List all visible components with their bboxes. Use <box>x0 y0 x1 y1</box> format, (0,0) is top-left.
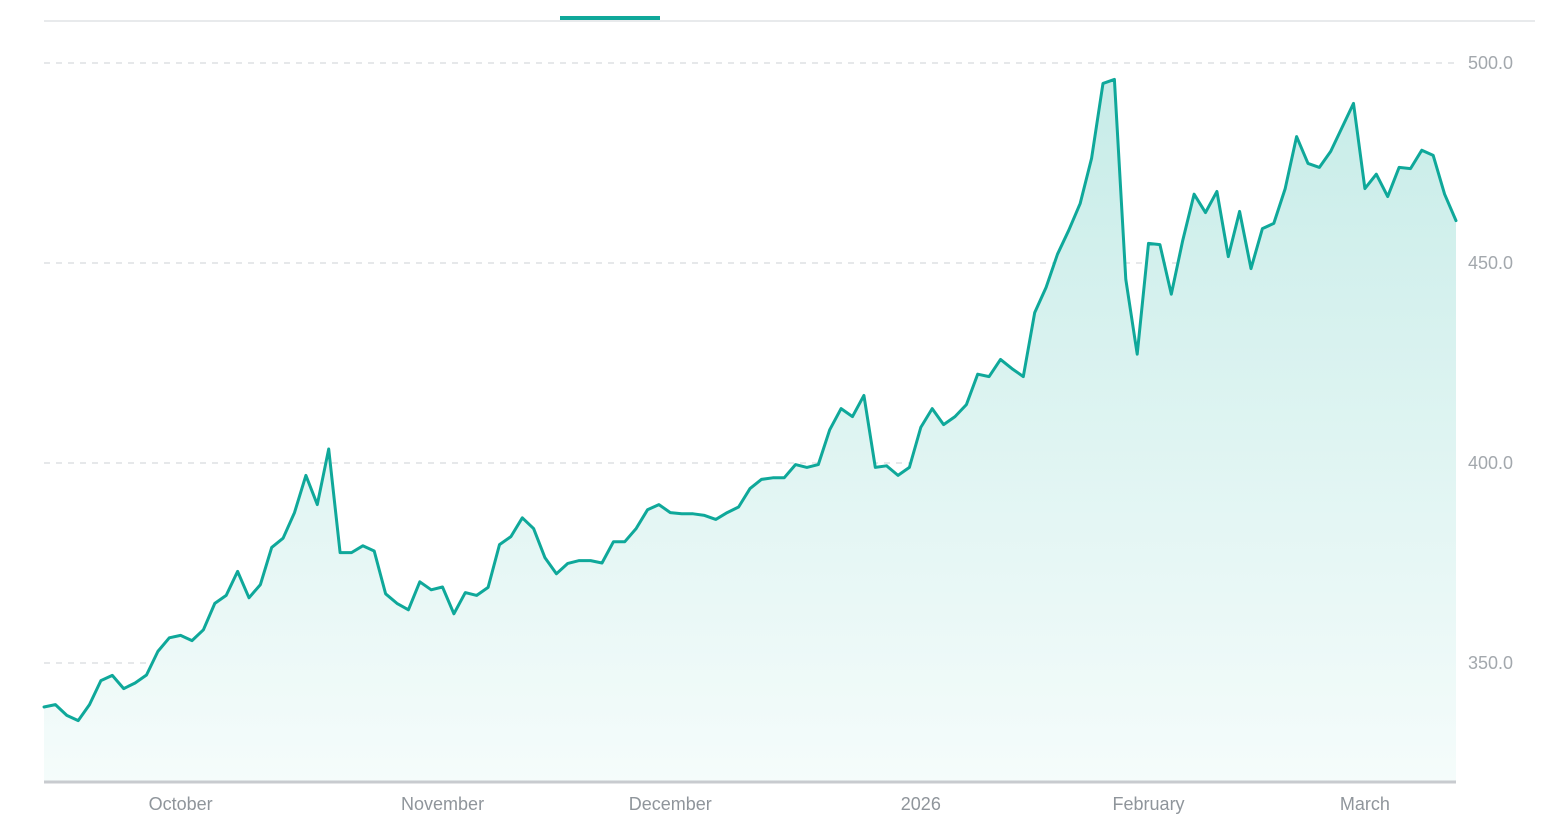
price-area-fill <box>44 79 1456 782</box>
price-series-line <box>42 77 1458 723</box>
x-tick-label: November <box>401 794 484 814</box>
y-tick-label: 400.0 <box>1468 453 1513 473</box>
active-tab-indicator <box>560 16 660 20</box>
x-tick-label: October <box>149 794 213 814</box>
y-axis-ticks: 350.0 400.0 450.0 500.0 <box>1468 53 1513 673</box>
x-axis-ticks: October November December 2026 February March <box>149 794 1390 814</box>
x-tick-label: December <box>629 794 712 814</box>
y-tick-label: 450.0 <box>1468 253 1513 273</box>
y-tick-label: 350.0 <box>1468 653 1513 673</box>
x-tick-label: 2026 <box>901 794 941 814</box>
x-tick-label: March <box>1340 794 1390 814</box>
x-tick-label: February <box>1113 794 1185 814</box>
y-tick-label: 500.0 <box>1468 53 1513 73</box>
